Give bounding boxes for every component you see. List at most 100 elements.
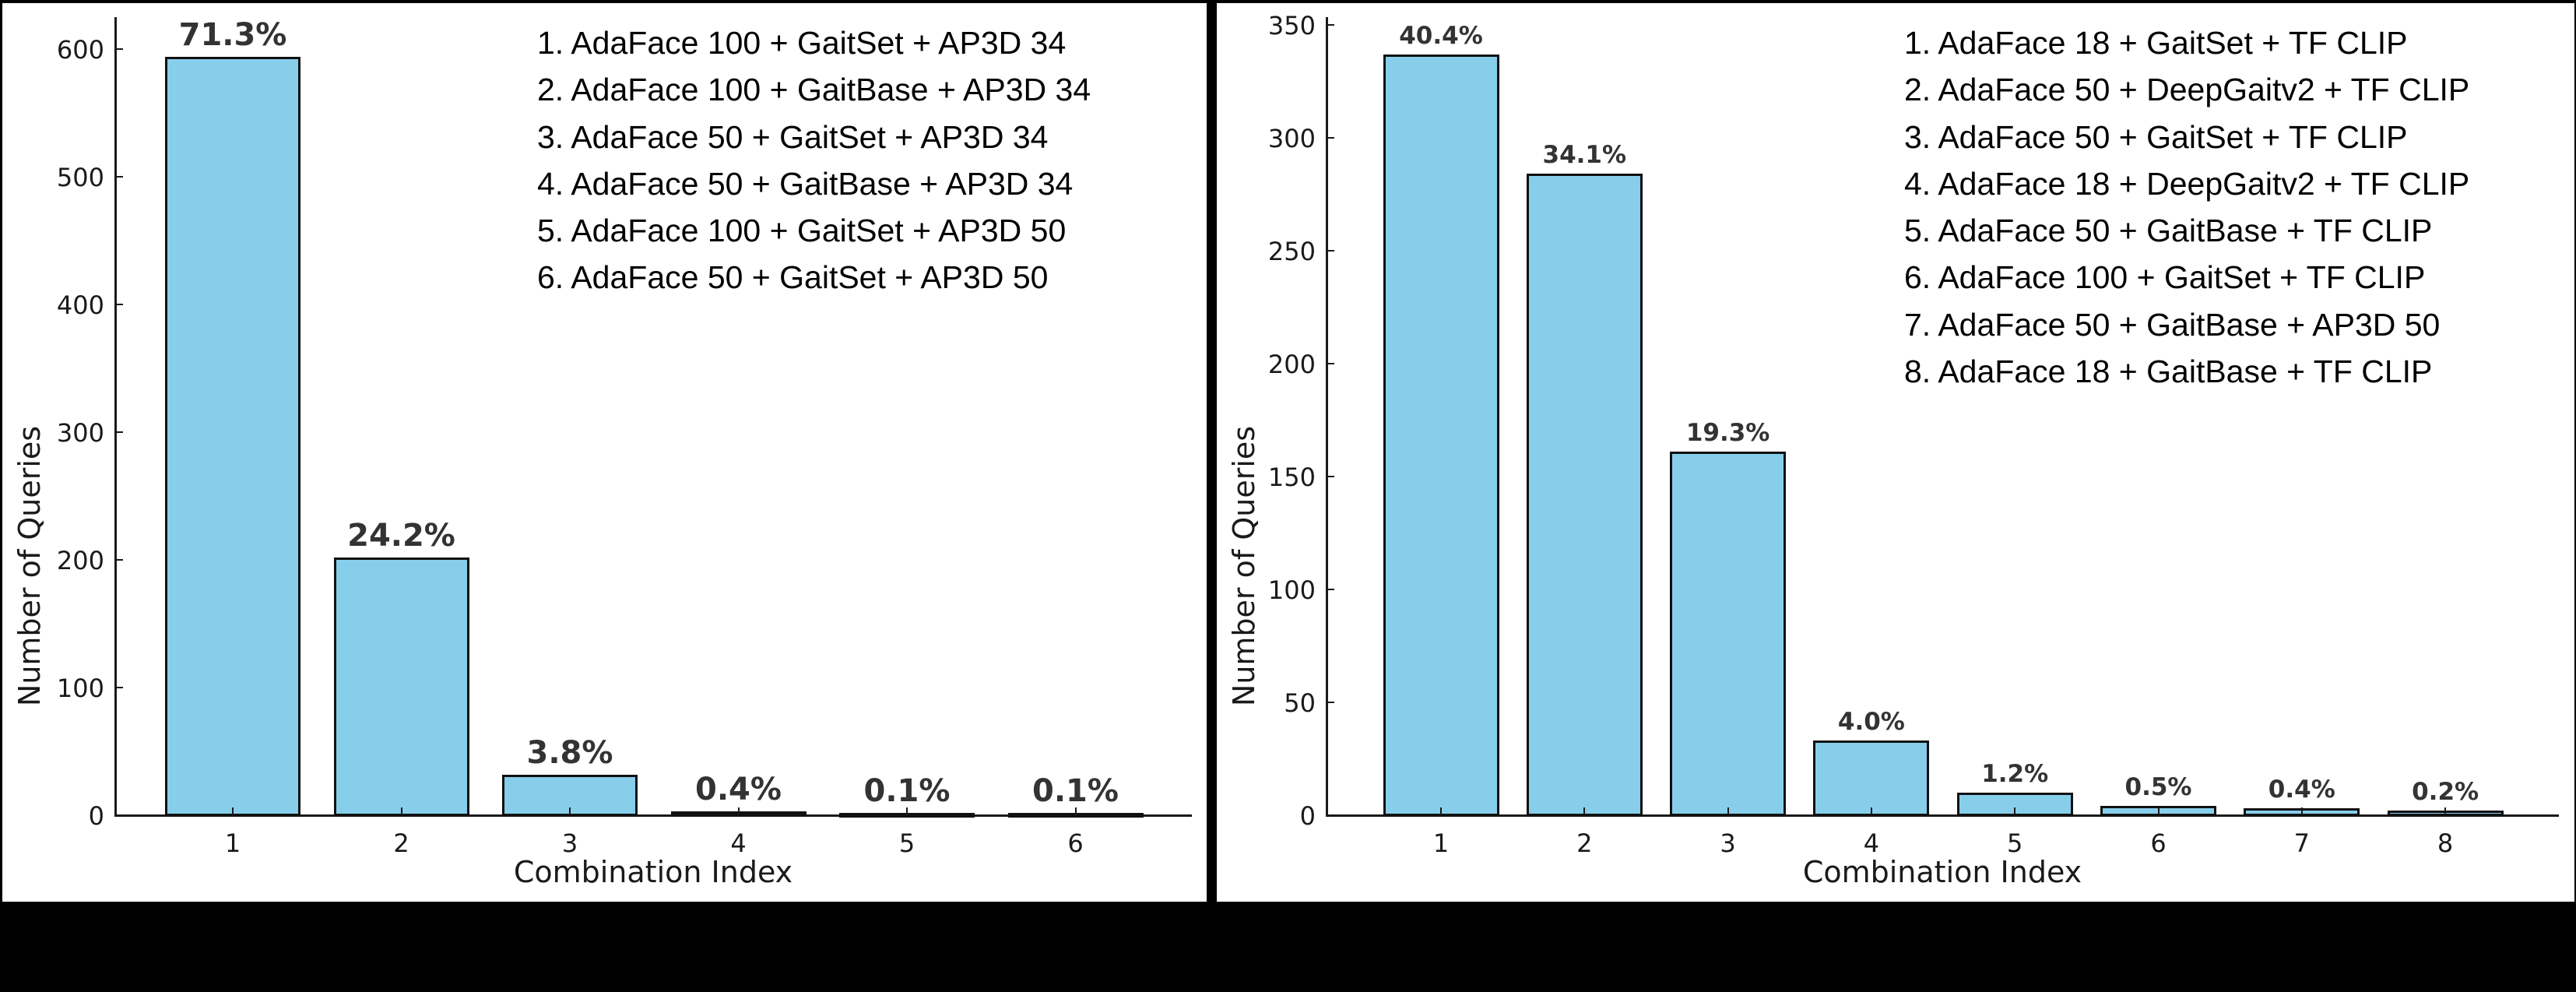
y-tick (116, 687, 123, 688)
x-tick (2157, 807, 2160, 815)
y-tick (1327, 250, 1334, 252)
y-tick (1327, 814, 1334, 816)
y-tick-label: 500 (56, 163, 104, 192)
x-tick-label: 3 (561, 828, 578, 858)
legend: 1. AdaFace 100 + GaitSet + AP3D 34 2. Ada… (537, 19, 1091, 301)
x-tick-label: 4 (1863, 828, 1880, 858)
x-tick-label: 5 (2007, 828, 2023, 858)
legend-item: 4. AdaFace 18 + DeepGaitv2 + TF CLIP (1904, 165, 2470, 202)
bar[interactable] (333, 557, 469, 816)
y-tick-label: 600 (56, 35, 104, 65)
bar-percent-label: 0.4% (2268, 776, 2335, 804)
bar-percent-label: 71.3% (178, 16, 287, 53)
x-tick (569, 807, 571, 815)
bar[interactable] (165, 56, 300, 816)
y-tick (1327, 24, 1334, 26)
legend-item: 2. AdaFace 50 + DeepGaitv2 + TF CLIP (1904, 72, 2470, 108)
y-tick-label: 250 (1267, 237, 1316, 266)
legend-item: 6. AdaFace 50 + GaitSet + AP3D 50 (537, 259, 1049, 296)
y-tick (1327, 589, 1334, 590)
legend: 1. AdaFace 18 + GaitSet + TF CLIP 2. AdaF… (1904, 19, 2469, 395)
y-tick-label: 50 (1284, 688, 1316, 718)
bar-percent-label: 34.1% (1542, 141, 1627, 170)
bar-percent-label: 0.4% (695, 772, 782, 808)
y-tick (1327, 137, 1334, 139)
x-tick (400, 807, 402, 815)
y-tick (116, 176, 123, 178)
bar-percent-label: 24.2% (347, 517, 455, 554)
x-tick-label: 4 (730, 828, 747, 858)
y-tick (116, 48, 123, 50)
y-tick-label: 350 (1267, 11, 1316, 40)
x-tick (2014, 807, 2016, 815)
bar-percent-label: 19.3% (1685, 419, 1770, 448)
bar[interactable] (1526, 174, 1643, 816)
x-tick (906, 807, 908, 815)
x-axis (1326, 814, 2559, 817)
y-axis (1326, 17, 1328, 817)
legend-item: 3. AdaFace 50 + GaitSet + TF CLIP (1904, 118, 2408, 155)
x-tick-label: 3 (1720, 828, 1736, 858)
legend-item: 5. AdaFace 50 + GaitBase + TF CLIP (1904, 213, 2433, 249)
y-tick-label: 100 (1267, 575, 1316, 605)
legend-item: 4. AdaFace 50 + GaitBase + AP3D 34 (537, 165, 1074, 202)
y-tick-label: 300 (56, 418, 104, 448)
x-tick (2444, 807, 2447, 815)
x-tick-label: 1 (1432, 828, 1450, 858)
y-tick (1327, 363, 1334, 364)
bar-percent-label: 4.0% (1837, 708, 1905, 737)
y-tick-label: 400 (56, 290, 104, 320)
y-tick-label: 300 (1267, 124, 1316, 153)
legend-item: 1. AdaFace 100 + GaitSet + AP3D 34 (537, 25, 1067, 61)
y-tick (116, 814, 123, 816)
x-tick (1583, 807, 1586, 815)
x-tick (2300, 807, 2303, 815)
y-tick (116, 304, 123, 305)
y-tick-label: 150 (1267, 463, 1316, 492)
bar-percent-label: 1.2% (1981, 760, 2049, 788)
bar-percent-label: 0.5% (2124, 773, 2192, 802)
bar[interactable] (1813, 740, 1930, 816)
x-tick-label: 5 (898, 828, 915, 858)
x-tick (1727, 807, 1729, 815)
legend-item: 5. AdaFace 100 + GaitSet + AP3D 50 (537, 213, 1067, 249)
x-tick (232, 807, 234, 815)
x-tick (1870, 807, 1872, 815)
bar[interactable] (1670, 452, 1787, 816)
bar-percent-label: 0.1% (863, 773, 951, 809)
y-tick-label: 0 (88, 801, 104, 831)
bar[interactable] (1383, 54, 1499, 816)
legend-item: 3. AdaFace 50 + GaitSet + AP3D 34 (537, 118, 1049, 155)
y-tick (116, 559, 123, 561)
bar-percent-label: 40.4% (1399, 21, 1483, 50)
y-tick (1327, 702, 1334, 703)
y-axis-label: Number of Queries (12, 425, 47, 707)
bar-percent-label: 0.2% (2412, 778, 2479, 807)
x-tick-label: 2 (393, 828, 409, 858)
x-tick-label: 6 (2150, 828, 2167, 858)
y-tick (1327, 476, 1334, 477)
legend-item: 6. AdaFace 100 + GaitSet + TF CLIP (1904, 259, 2426, 296)
bar-percent-label: 3.8% (526, 734, 613, 771)
x-tick (737, 807, 740, 815)
y-axis (114, 17, 117, 817)
x-tick-label: 8 (2437, 828, 2454, 858)
legend-item: 7. AdaFace 50 + GaitBase + AP3D 50 (1904, 306, 2441, 343)
x-tick-label: 6 (1067, 828, 1084, 858)
x-tick (1074, 807, 1077, 815)
x-tick-label: 2 (1576, 828, 1593, 858)
y-axis-label: Number of Queries (1227, 425, 1261, 707)
legend-item: 2. AdaFace 100 + GaitBase + AP3D 34 (537, 72, 1091, 108)
y-tick-label: 200 (56, 546, 104, 575)
bar-percent-label: 0.1% (1032, 773, 1119, 809)
x-tick (1440, 807, 1442, 815)
legend-item: 8. AdaFace 18 + GaitBase + TF CLIP (1904, 354, 2433, 390)
y-tick-label: 0 (1299, 801, 1316, 831)
y-tick-label: 100 (56, 674, 104, 703)
x-tick-label: 7 (2293, 828, 2310, 858)
y-tick (116, 431, 123, 433)
x-axis-label: Combination Index (1802, 855, 2082, 889)
legend-item: 1. AdaFace 18 + GaitSet + TF CLIP (1904, 25, 2408, 61)
x-tick-label: 1 (224, 828, 241, 858)
x-axis-label: Combination Index (513, 855, 793, 889)
